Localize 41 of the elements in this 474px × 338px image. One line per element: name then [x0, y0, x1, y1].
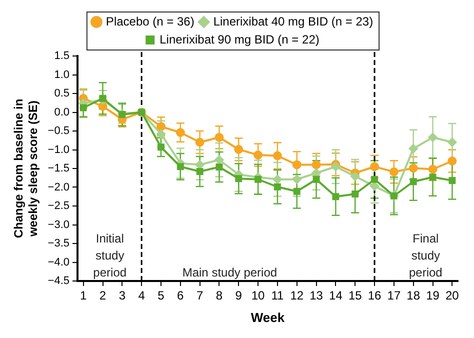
x-tick-label: 13	[310, 288, 324, 303]
y-tick-label: −4.5	[48, 275, 70, 288]
x-tick-label: 20	[445, 288, 460, 303]
y-tick-label: −3.5	[48, 238, 70, 250]
x-tick-label: 2	[99, 288, 106, 303]
legend-label: Linerixibat 40 mg BID (n = 23)	[213, 14, 374, 28]
y-tick-label: −3.0	[48, 218, 70, 231]
x-tick-label: 11	[271, 288, 284, 303]
x-tick-label: 15	[348, 288, 362, 303]
x-axis-title: Week	[250, 310, 286, 325]
y-axis-title: Change from baseline in weekly sleep score (SE)	[12, 98, 40, 238]
x-tick-label: 14	[329, 288, 343, 303]
y-tick-label: −0.5	[48, 125, 70, 138]
legend-label: Linerixibat 90 mg BID (n = 22)	[160, 32, 320, 46]
x-tick-label: 8	[216, 288, 223, 303]
y-tick-label: 0.5	[54, 88, 70, 100]
x-tick-label: 18	[406, 288, 420, 303]
x-tick-label: 1	[80, 288, 87, 303]
x-tick-label: 19	[426, 288, 440, 303]
x-tick-label: 9	[235, 288, 242, 303]
x-tick-label: 3	[118, 288, 126, 303]
x-tick-label: 16	[368, 288, 382, 303]
annotation: Final study period	[408, 231, 442, 280]
y-tick-label: 1.0	[54, 68, 70, 81]
x-tick-label: 6	[177, 288, 184, 303]
y-tick-label: 0.0	[54, 106, 70, 118]
y-tick-label: −2.0	[48, 181, 70, 194]
legend-label: Placebo (n = 36)	[106, 14, 194, 28]
annotation: Initial study period	[93, 231, 127, 280]
x-tick-label: 4	[138, 288, 146, 303]
y-tick-label: −4.0	[48, 256, 70, 268]
y-tick-label: −1.5	[48, 162, 70, 175]
x-tick-label: 5	[158, 288, 165, 303]
y-tick-label: −1.0	[48, 144, 70, 156]
x-tick-label: 7	[196, 288, 204, 303]
y-tick-label: −2.5	[48, 200, 70, 212]
x-tick-label: 17	[387, 288, 401, 303]
y-tick-label: 1.5	[54, 50, 70, 62]
x-tick-label: 10	[251, 288, 266, 303]
annotation: Main study period	[182, 265, 278, 280]
x-tick-label: 12	[290, 288, 304, 303]
